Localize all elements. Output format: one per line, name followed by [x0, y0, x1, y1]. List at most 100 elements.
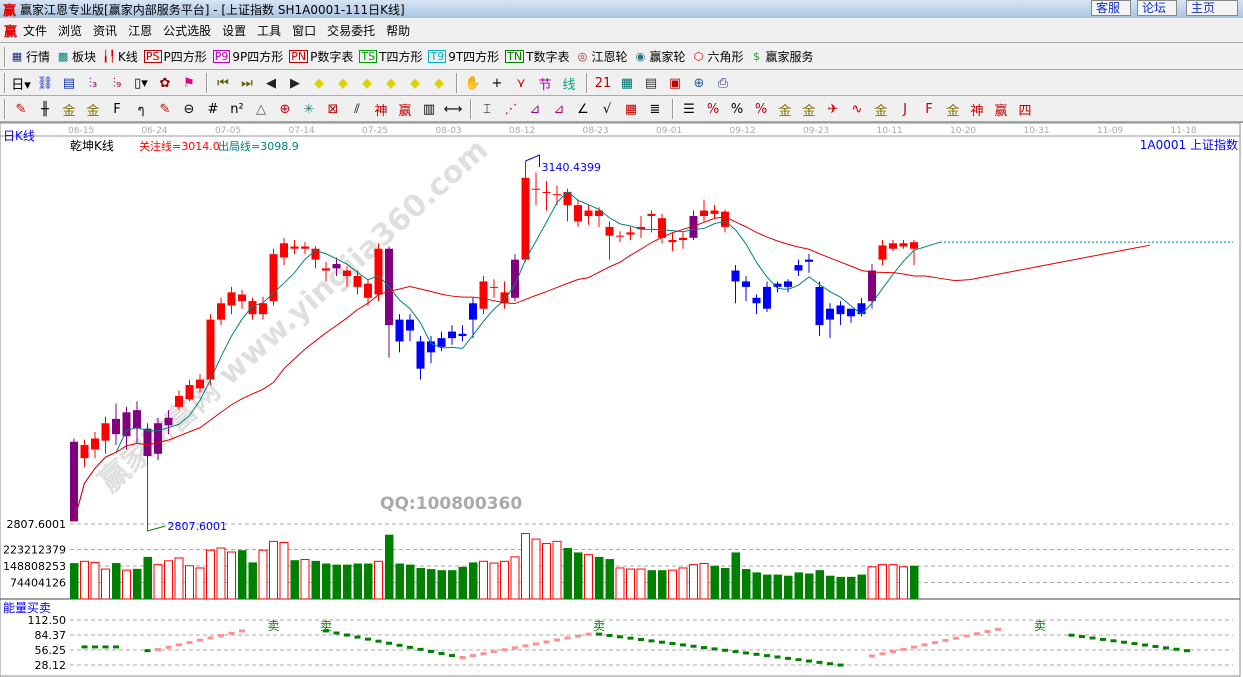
toolbar-button-6[interactable]: TS T四方形	[359, 48, 422, 65]
toolbar-button-1[interactable]: ▩ 板块	[56, 48, 96, 65]
slash-icon[interactable]: ⫽	[354, 101, 360, 117]
gold-angle-icon[interactable]: 金	[946, 103, 960, 119]
kline9-icon[interactable]: ⫶₉	[112, 75, 122, 91]
wave-icon[interactable]: ∿	[851, 101, 863, 117]
line-icon[interactable]: 线	[562, 77, 576, 93]
menu-item-2[interactable]: 资讯	[93, 24, 118, 38]
calculator-icon[interactable]: ▦	[620, 75, 634, 91]
menu-item-3[interactable]: 江恩	[128, 24, 153, 38]
customer-service-button[interactable]: 客服	[1091, 0, 1131, 16]
last-icon[interactable]: ⏭	[241, 75, 253, 91]
left-icon[interactable]: ◀	[266, 75, 276, 91]
fan-box2-icon[interactable]: ⊿	[553, 101, 565, 117]
notepad-icon[interactable]: ▤	[62, 75, 76, 91]
toolbar-button-4[interactable]: P9 9P四方形	[212, 48, 283, 65]
toolbar-button-7[interactable]: T9 9T四方形	[428, 48, 499, 65]
menu-item-4[interactable]: 公式选股	[163, 24, 212, 38]
pen-icon[interactable]: ✎	[15, 101, 27, 117]
hash-icon[interactable]: #	[207, 101, 219, 117]
circle-icon[interactable]: ⊖	[183, 101, 195, 117]
link-icon[interactable]: ⛓	[36, 75, 54, 91]
v-icon[interactable]: √	[602, 101, 612, 117]
menu-item-0[interactable]: 文件	[23, 24, 48, 38]
j-angle-icon[interactable]: J	[903, 101, 907, 117]
save-icon[interactable]: ▣	[668, 75, 682, 91]
diamond-up-icon[interactable]: ◆	[362, 75, 372, 91]
fan-box-icon[interactable]: ⊿	[529, 101, 541, 117]
percent-icon[interactable]: %	[730, 101, 744, 117]
crosshair-icon[interactable]: +	[491, 75, 503, 91]
toolbar-button-5[interactable]: PN P数字表	[289, 48, 353, 65]
fib-icon[interactable]: F	[113, 101, 121, 117]
gold1-icon[interactable]: 金	[62, 103, 76, 119]
period-day-dropdown[interactable]: 日▾	[11, 77, 31, 93]
gold-circle-icon[interactable]: 金	[778, 103, 792, 119]
diamond-move-icon[interactable]: ◆	[434, 75, 444, 91]
printer-icon[interactable]: ⎙	[717, 75, 729, 91]
gold-levels-icon[interactable]: 金	[802, 103, 816, 119]
percent-levels-icon[interactable]: %	[754, 101, 768, 117]
lines-icon[interactable]: ☰	[683, 101, 695, 117]
ying-icon[interactable]: 赢	[398, 103, 412, 119]
gold2-icon[interactable]: 金	[86, 103, 100, 119]
toolbar-button-2[interactable]: ╽╿ K线	[102, 48, 138, 65]
forum-button[interactable]: 论坛	[1137, 0, 1177, 16]
kline3-icon[interactable]: ⫶₃	[88, 75, 98, 91]
toolbar-button-12[interactable]: $ 赢家服务	[750, 48, 814, 65]
right-icon[interactable]: ▶	[290, 75, 300, 91]
diamond-zoom-out-icon[interactable]: ◆	[410, 75, 420, 91]
four-angle-icon[interactable]: 四	[1018, 103, 1032, 119]
angle-icon[interactable]: ∠	[577, 101, 589, 117]
hand-icon[interactable]: ✋	[464, 75, 482, 91]
pen-eraser-icon[interactable]: ✎	[159, 101, 171, 117]
toolbar-button-8[interactable]: TN T数字表	[505, 48, 569, 65]
triangle-icon[interactable]: △	[256, 101, 266, 117]
toolbar-button-9[interactable]: ◎ 江恩轮	[575, 48, 628, 65]
indicator-bar	[428, 649, 434, 653]
shen-icon[interactable]: 神	[374, 103, 388, 119]
chart-canvas[interactable]: 日K线 06-15 06-24 07-05 07-14 07-25 08-03 08-12 08…	[0, 123, 1243, 677]
target-icon[interactable]: ⊕	[279, 101, 291, 117]
ying-angle-icon[interactable]: 赢	[994, 103, 1008, 119]
rocket-icon[interactable]: ✈	[827, 101, 839, 117]
diamond-zoom-in-icon[interactable]: ◆	[386, 75, 396, 91]
calendar-icon[interactable]: 21	[594, 75, 612, 91]
first-icon[interactable]: ⏮	[217, 75, 229, 91]
toolbar-button-11[interactable]: ⬡ 六角形	[691, 48, 744, 65]
n2-icon[interactable]: n²	[230, 101, 244, 117]
menu-item-5[interactable]: 设置	[222, 24, 247, 38]
flag-icon[interactable]: ⚑	[183, 75, 195, 91]
percent-line-icon[interactable]: %	[706, 101, 720, 117]
candle-dropdown-icon[interactable]: ▯▾	[134, 75, 148, 91]
span-icon[interactable]: ⟷	[443, 101, 463, 117]
menu-item-1[interactable]: 浏览	[58, 24, 83, 38]
network-icon[interactable]: ⊕	[693, 75, 705, 91]
menu-item-6[interactable]: 工具	[257, 24, 282, 38]
document-icon[interactable]: ▤	[644, 75, 658, 91]
pattern-icon[interactable]: ✿	[159, 75, 171, 91]
kline-chart[interactable]: 日K线 06-15 06-24 07-05 07-14 07-25 08-03 08-12 08…	[0, 122, 1243, 677]
box-icon[interactable]: ⌶	[483, 101, 491, 117]
homepage-button[interactable]: 主页	[1186, 0, 1238, 16]
toolbar-button-0[interactable]: ▦ 行情	[10, 48, 50, 65]
grid-icon[interactable]: ▦	[624, 101, 638, 117]
section-icon[interactable]: 节	[538, 77, 552, 93]
f-angle-icon[interactable]: F	[925, 101, 933, 117]
spiral-icon[interactable]: ๆ	[137, 102, 145, 118]
shen-angle-icon[interactable]: 神	[970, 103, 984, 119]
menu-item-7[interactable]: 窗口	[292, 24, 317, 38]
menu-item-8[interactable]: 交易委托	[327, 24, 376, 38]
zigzag-icon[interactable]: ⋎	[516, 75, 526, 91]
parallel-lines-icon[interactable]: ╫	[41, 101, 49, 117]
diamond-right-icon[interactable]: ◆	[338, 75, 348, 91]
gold-box-icon[interactable]: 金	[874, 103, 888, 119]
toolbar-button-10[interactable]: ◉ 赢家轮	[633, 48, 686, 65]
box-x-icon[interactable]: ⊠	[327, 101, 339, 117]
star-icon[interactable]: ✳	[303, 101, 315, 117]
stripes-icon[interactable]: ≣	[649, 101, 661, 117]
diamond-left-icon[interactable]: ◆	[314, 75, 324, 91]
toolbar-button-3[interactable]: PS P四方形	[143, 48, 207, 65]
fan-icon[interactable]: ⋰	[504, 101, 518, 117]
menu-item-9[interactable]: 帮助	[386, 24, 411, 38]
ruler-icon[interactable]: ▥	[422, 101, 436, 117]
